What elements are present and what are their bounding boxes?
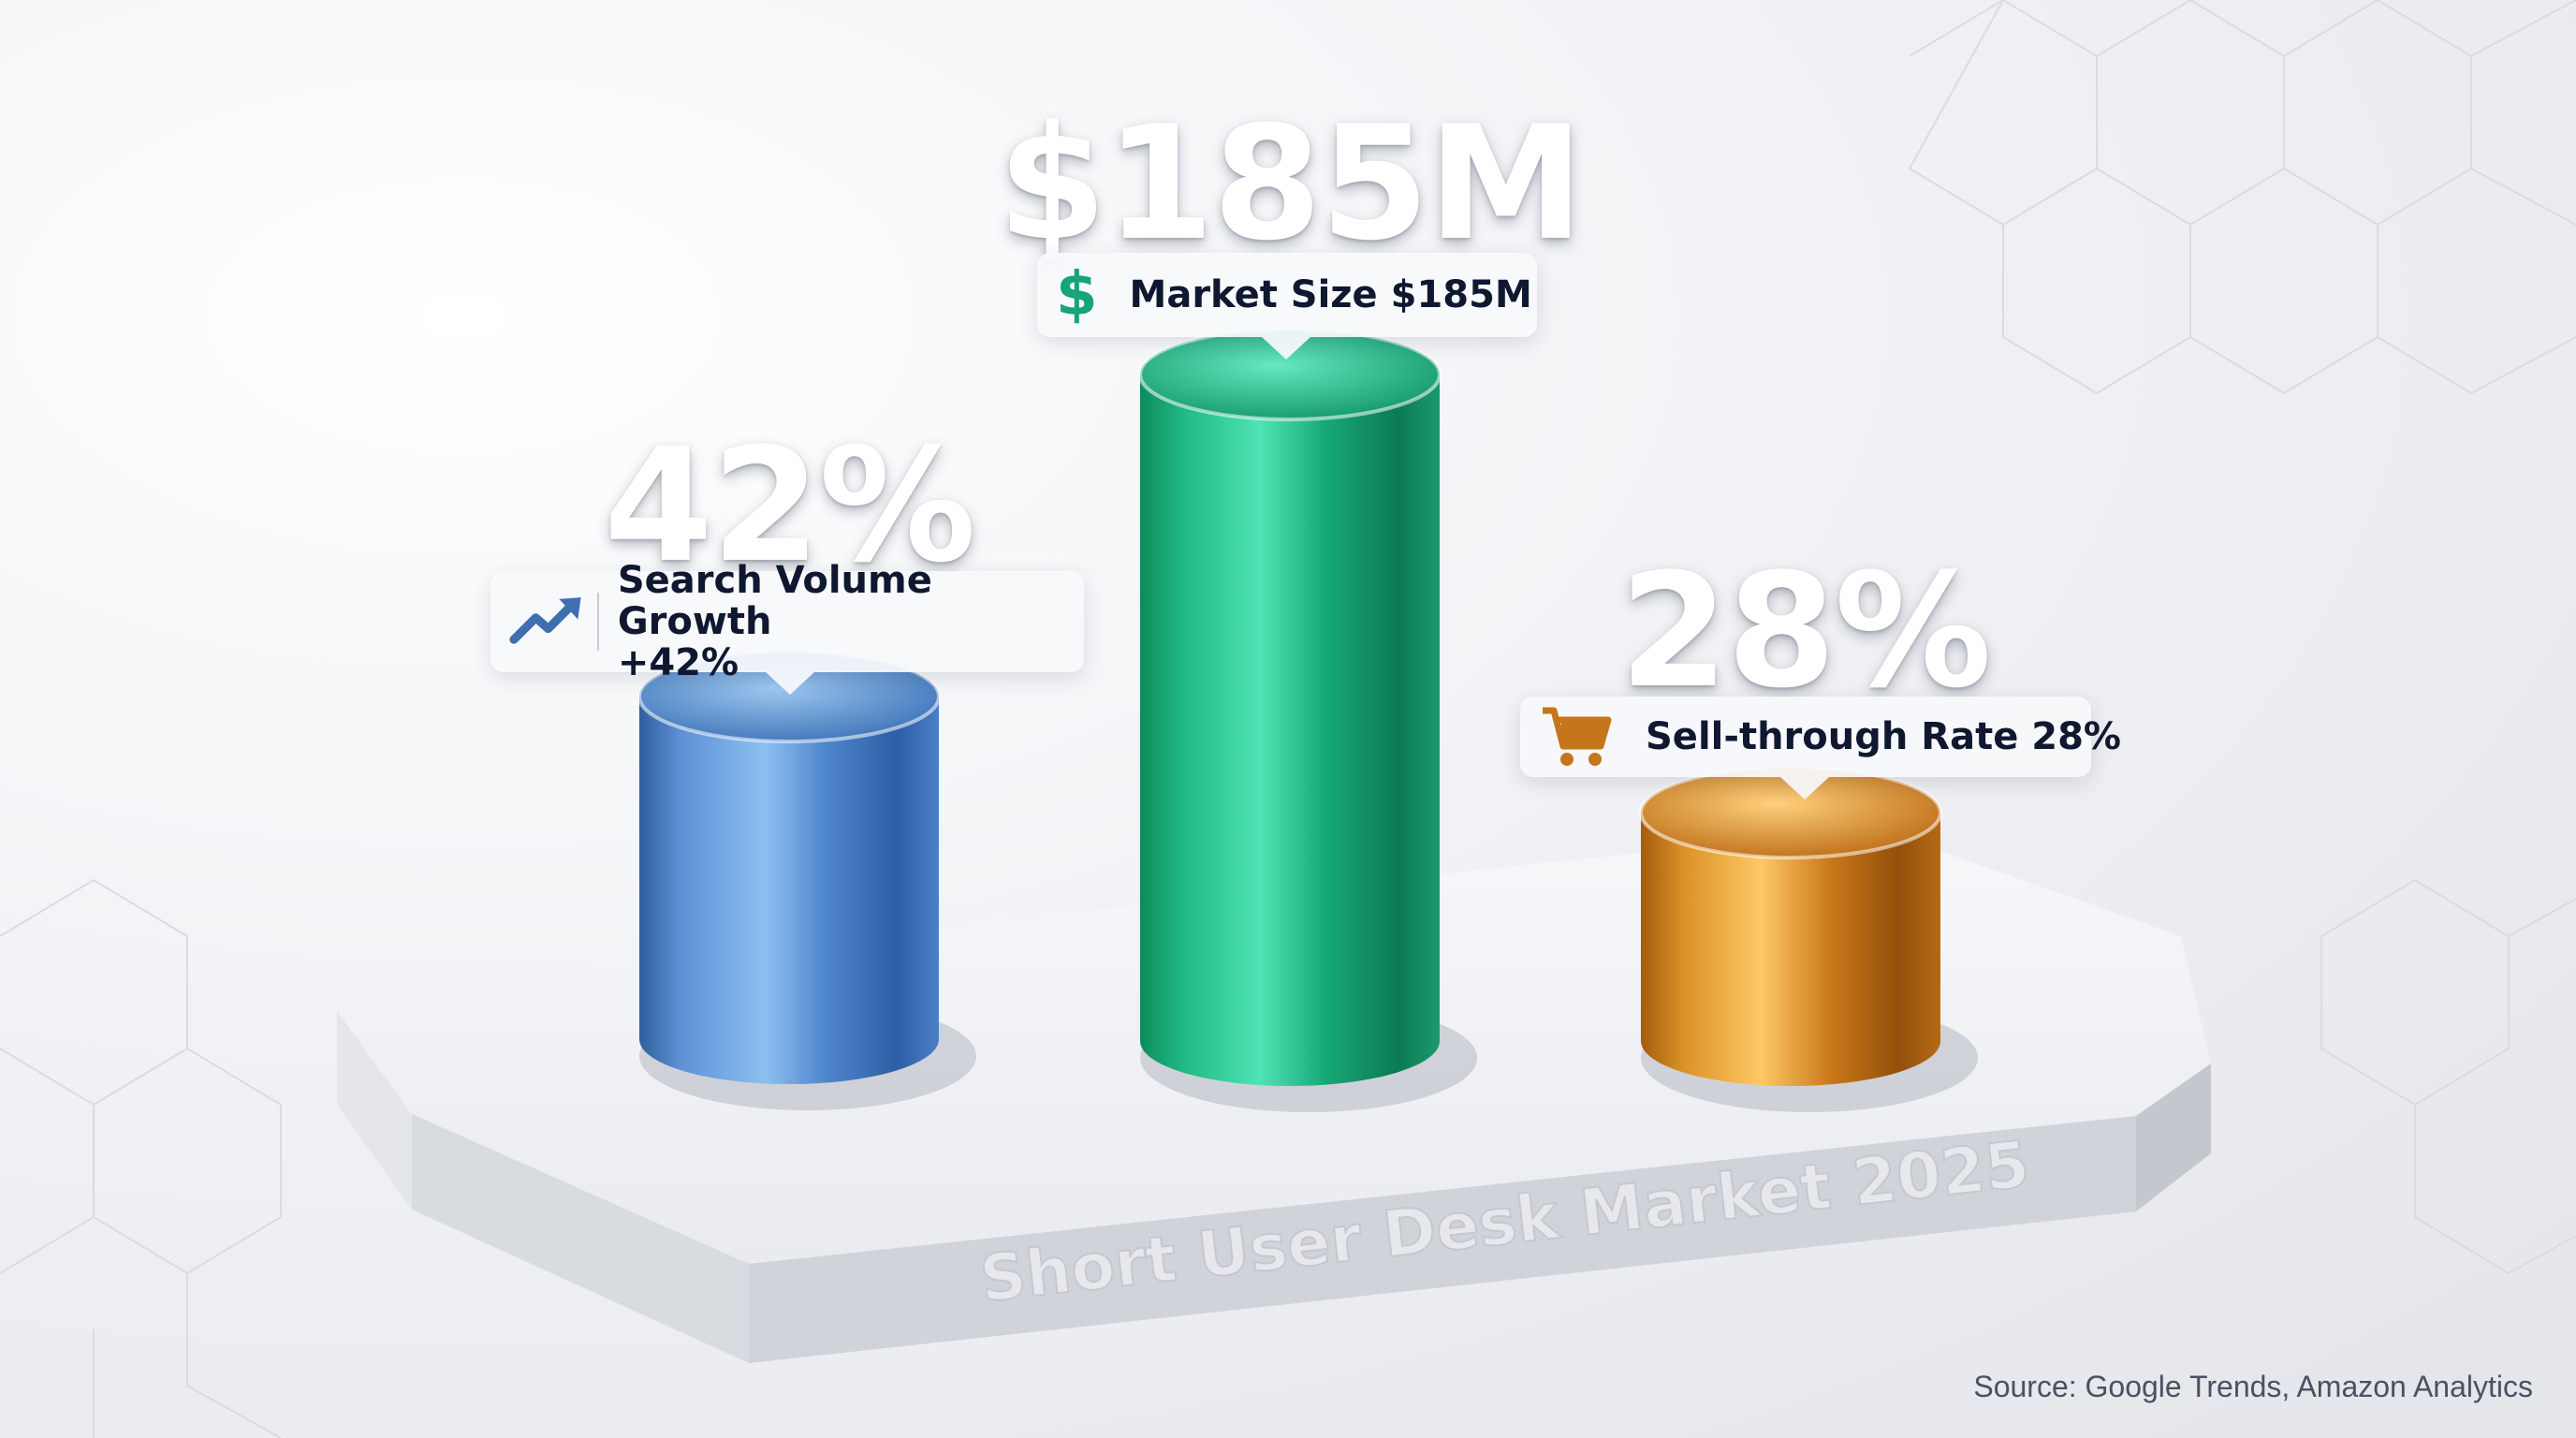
bar-value-sell-through: 28% <box>1619 552 1990 710</box>
trending-up-icon <box>509 589 584 654</box>
bar-body <box>1140 374 1440 1086</box>
data-label-market-size: $ Market Size $185M .tag[data-name="data… <box>1037 253 1537 337</box>
bar-sell-through <box>1641 768 1978 1112</box>
tag-divider <box>597 593 599 651</box>
tag-label-search-growth: Search Volume Growth +42% <box>618 560 1060 683</box>
dollar-icon: $ <box>1056 265 1098 325</box>
bar-search-growth <box>639 652 976 1110</box>
data-label-sell-through: Sell-through Rate 28% .tag[data-name="da… <box>1520 697 2091 777</box>
data-label-search-growth: Search Volume Growth +42% .tag[data-name… <box>490 571 1084 672</box>
bar-body <box>639 697 939 1084</box>
tag-label-sell-through: Sell-through Rate 28% <box>1646 716 2121 757</box>
source-note: Source: Google Trends, Amazon Analytics <box>1973 1370 2533 1404</box>
bar-market-size <box>1140 330 1477 1112</box>
shopping-cart-icon <box>1539 703 1614 770</box>
tag-label-market-size: Market Size $185M <box>1130 274 1532 315</box>
bar-value-market-size: $185M <box>998 105 1583 262</box>
